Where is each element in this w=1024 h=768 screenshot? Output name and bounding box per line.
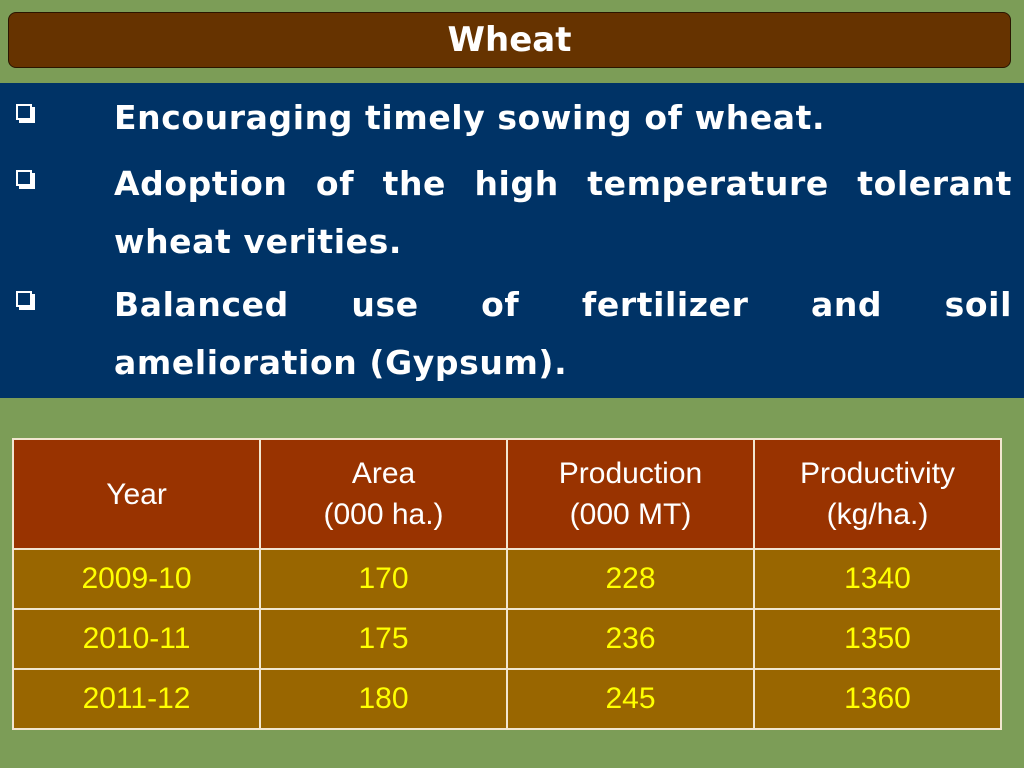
header-area: Area (000 ha.) — [259, 438, 508, 550]
cell-productivity: 1360 — [753, 668, 1002, 730]
cell-production: 236 — [506, 608, 755, 670]
cell-area: 180 — [259, 668, 508, 730]
header-production: Production (000 MT) — [506, 438, 755, 550]
cell-production: 245 — [506, 668, 755, 730]
cell-year: 2009-10 — [12, 548, 261, 610]
header-label: Area — [351, 457, 416, 490]
bullet-text: Balanced use of fertilizer and soil amel… — [114, 285, 1012, 382]
header-label: Year — [106, 477, 167, 511]
cell-year: 2010-11 — [12, 608, 261, 670]
cell-area: 175 — [259, 608, 508, 670]
header-unit: (000 ha.) — [323, 498, 444, 531]
header-unit: (000 MT) — [569, 498, 692, 531]
checkbox-bullet-icon — [16, 170, 35, 189]
slide-title: Wheat — [447, 20, 572, 60]
table-row: 2011-12 180 245 1360 — [12, 668, 1002, 730]
bullet-panel: Encouraging timely sowing of wheat. Adop… — [0, 83, 1024, 398]
cell-area: 170 — [259, 548, 508, 610]
table-row: 2010-11 175 236 1350 — [12, 608, 1002, 670]
table-row: 2009-10 170 228 1340 — [12, 548, 1002, 610]
header-productivity: Productivity (kg/ha.) — [753, 438, 1002, 550]
cell-productivity: 1350 — [753, 608, 1002, 670]
cell-production: 228 — [506, 548, 755, 610]
cell-year: 2011-12 — [12, 668, 261, 730]
header-year: Year — [12, 438, 261, 550]
checkbox-bullet-icon — [16, 104, 35, 123]
cell-productivity: 1340 — [753, 548, 1002, 610]
header-unit: (kg/ha.) — [826, 498, 929, 531]
header-label: Production — [558, 457, 703, 490]
wheat-data-table: Year Area (000 ha.) Production (000 MT) … — [12, 438, 1002, 730]
checkbox-bullet-icon — [16, 291, 35, 310]
table-header-row: Year Area (000 ha.) Production (000 MT) … — [12, 438, 1002, 550]
bullet-text: Encouraging timely sowing of wheat. — [114, 98, 826, 137]
title-bar: Wheat — [8, 12, 1011, 68]
bullet-text: Adoption of the high temperature toleran… — [114, 164, 1012, 261]
header-label: Productivity — [799, 457, 956, 490]
